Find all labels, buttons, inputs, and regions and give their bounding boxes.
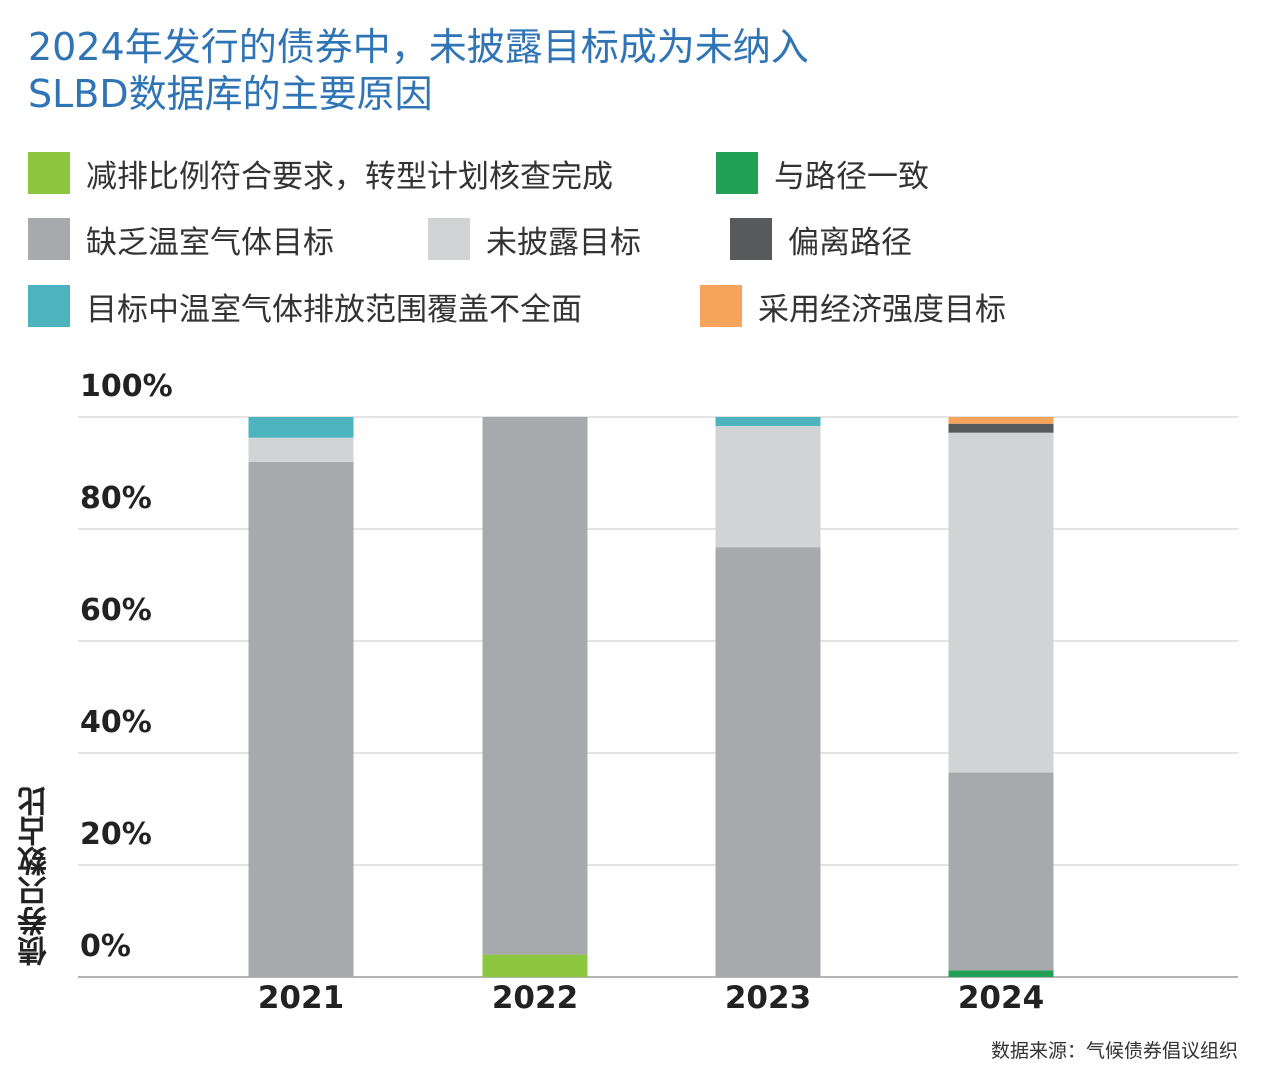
bar-segment bbox=[948, 423, 1054, 433]
x-tick-labels: 2021 2022 2023 2024 bbox=[258, 980, 1044, 1016]
legend-item-scope-incomplete: 目标中温室气体排放范围覆盖不全面 bbox=[28, 285, 582, 328]
legend-label: 采用经济强度目标 bbox=[758, 291, 1006, 328]
legend-swatch bbox=[28, 218, 70, 260]
bar-segment bbox=[715, 417, 821, 426]
bar-segment bbox=[248, 461, 354, 977]
source-note: 数据来源：气候债券倡议组织 bbox=[990, 1040, 1238, 1062]
bar-segment bbox=[948, 417, 1054, 424]
y-tick-label: 80% bbox=[80, 481, 152, 516]
legend-swatch bbox=[428, 218, 470, 260]
legend-swatch bbox=[700, 285, 742, 327]
x-tick-label: 2021 bbox=[258, 980, 344, 1016]
bar-segment bbox=[715, 425, 821, 548]
legend-swatch bbox=[730, 218, 772, 260]
y-tick-label: 40% bbox=[80, 705, 152, 740]
legend-item-intensity-target: 采用经济强度目标 bbox=[700, 285, 1006, 328]
legend-item-deviates-pathway: 偏离路径 bbox=[730, 218, 912, 261]
legend-item-aligned-pathway: 与路径一致 bbox=[716, 152, 929, 195]
chart-title-line2: SLBD数据库的主要原因 bbox=[28, 72, 433, 116]
bar-segment bbox=[948, 970, 1054, 977]
bar-segment bbox=[248, 417, 354, 438]
x-tick-label: 2023 bbox=[725, 980, 811, 1016]
legend-item-target-undisclosed: 未披露目标 bbox=[428, 218, 641, 261]
y-tick-label: 0% bbox=[80, 929, 131, 964]
x-tick-label: 2024 bbox=[958, 980, 1044, 1016]
legend-label: 未披露目标 bbox=[486, 224, 641, 261]
legend-label: 目标中温室气体排放范围覆盖不全面 bbox=[86, 291, 582, 328]
legend-item-reduction-compliant: 减排比例符合要求，转型计划核查完成 bbox=[28, 152, 613, 195]
y-tick-label: 100% bbox=[80, 369, 173, 404]
legend-label: 缺乏温室气体目标 bbox=[86, 224, 334, 261]
y-tick-label: 60% bbox=[80, 593, 152, 628]
y-tick-labels: 0% 20% 40% 60% 80% 100% bbox=[80, 369, 173, 964]
legend-label: 减排比例符合要求，转型计划核查完成 bbox=[86, 158, 613, 195]
chart-title: 2024年发行的债券中，未披露目标成为未纳入 SLBD数据库的主要原因 bbox=[28, 24, 1028, 118]
y-tick-label: 20% bbox=[80, 817, 152, 852]
bar-segment bbox=[482, 954, 588, 977]
bars bbox=[248, 417, 1054, 977]
legend-swatch bbox=[28, 285, 70, 327]
bar-segment bbox=[948, 432, 1054, 773]
bar-segment bbox=[482, 417, 588, 955]
legend-label: 偏离路径 bbox=[788, 224, 912, 261]
y-axis-title: 债券只数占比 bbox=[18, 786, 53, 966]
bar-segment bbox=[715, 547, 821, 977]
chart-title-line1: 2024年发行的债券中，未披露目标成为未纳入 bbox=[28, 25, 809, 69]
bar-segment bbox=[948, 772, 1054, 971]
legend-label: 与路径一致 bbox=[774, 158, 929, 195]
bar-segment bbox=[248, 437, 354, 462]
legend-swatch bbox=[28, 152, 70, 194]
legend-item-no-ghg-target: 缺乏温室气体目标 bbox=[28, 218, 334, 261]
x-tick-label: 2022 bbox=[492, 980, 578, 1016]
legend-swatch bbox=[716, 152, 758, 194]
